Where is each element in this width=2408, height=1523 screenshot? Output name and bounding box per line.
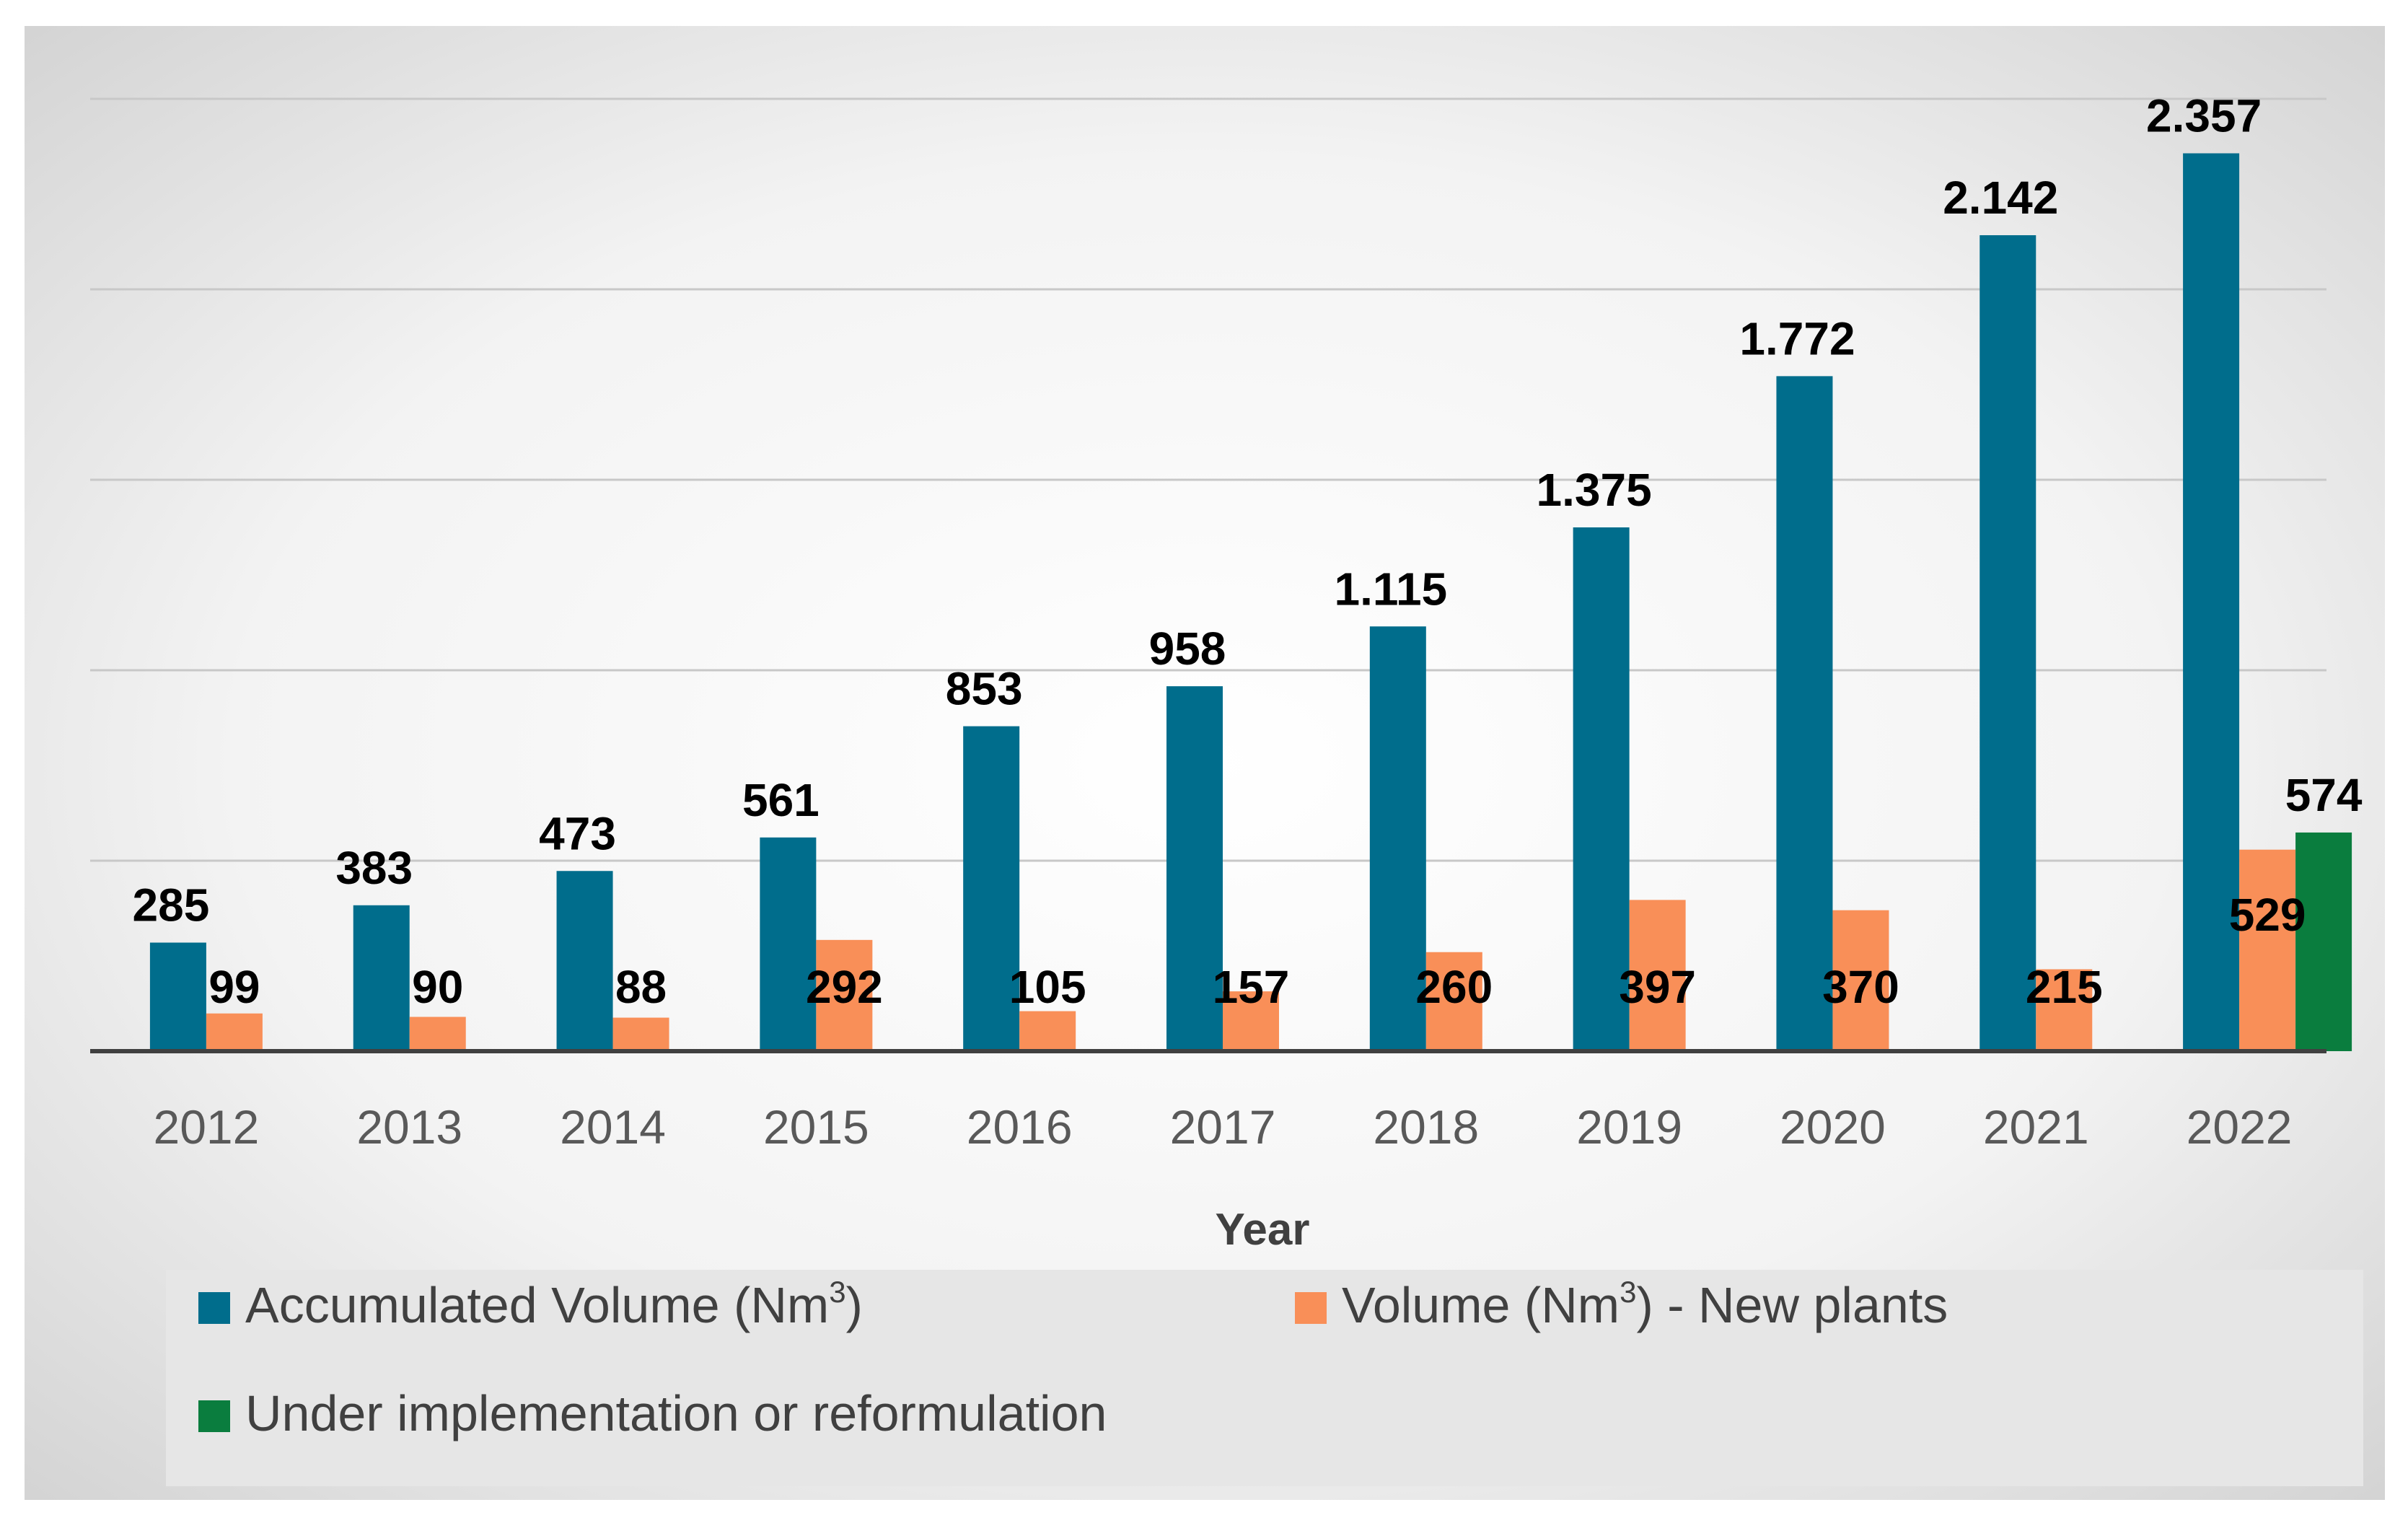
bar-accumulated-2020 xyxy=(1776,376,1833,1051)
label-new-plants-2020: 370 xyxy=(1822,961,1899,1013)
label-accumulated-2019: 1.375 xyxy=(1537,464,1652,516)
legend-background xyxy=(166,1270,2363,1486)
label-new-plants-2012: 99 xyxy=(208,961,260,1013)
label-accumulated-2017: 958 xyxy=(1149,623,1226,675)
bar-new-plants-2012 xyxy=(206,1013,263,1051)
x-tick-2012: 2012 xyxy=(153,1100,259,1154)
bar-accumulated-2018 xyxy=(1369,626,1426,1051)
bar-accumulated-2017 xyxy=(1166,686,1223,1051)
label-new-plants-2016: 105 xyxy=(1009,961,1086,1013)
label-accumulated-2014: 473 xyxy=(539,807,616,859)
label-accumulated-2022: 2.357 xyxy=(2146,90,2262,142)
bar-accumulated-2022 xyxy=(2183,153,2240,1051)
bar-new-plants-2016 xyxy=(1019,1011,1076,1051)
bar-under-implementation-2022 xyxy=(2295,832,2352,1051)
x-tick-2016: 2016 xyxy=(967,1100,1073,1154)
x-axis-title: Year xyxy=(1215,1205,1309,1255)
bar-new-plants-2017 xyxy=(1223,991,1279,1051)
label-new-plants-2017: 157 xyxy=(1213,961,1290,1013)
legend-label-0: Accumulated Volume (Nm3) xyxy=(245,1275,863,1333)
x-tick-2015: 2015 xyxy=(763,1100,869,1154)
bar-new-plants-2013 xyxy=(409,1017,466,1051)
x-tick-labels: 2012 2013 2014 2015 2016 2017 2018 2019 2020 2021… xyxy=(153,1100,2292,1154)
bar-accumulated-2021 xyxy=(1979,235,2036,1052)
label-accumulated-2016: 853 xyxy=(946,663,1023,715)
label-accumulated-2021: 2.142 xyxy=(1943,172,2058,224)
label-accumulated-2013: 383 xyxy=(335,842,413,894)
bars xyxy=(149,153,2352,1052)
x-tick-2021: 2021 xyxy=(1983,1100,2089,1154)
bar-new-plants-2014 xyxy=(612,1017,669,1051)
bar-new-plants-2015 xyxy=(816,939,873,1051)
bar-new-plants-2020 xyxy=(1832,910,1889,1051)
legend: Accumulated Volume (Nm3) Volume (Nm3) - N… xyxy=(198,1275,1948,1441)
bar-accumulated-2014 xyxy=(556,871,613,1051)
bar-new-plants-2021 xyxy=(2036,969,2093,1051)
label-new-plants-2013: 90 xyxy=(412,961,463,1013)
legend-label-1: Volume (Nm3) - New plants xyxy=(1342,1275,1948,1333)
bar-accumulated-2016 xyxy=(963,726,1020,1051)
legend-swatch-1 xyxy=(1295,1292,1327,1324)
bar-new-plants-2019 xyxy=(1629,900,1686,1051)
label-new-plants-2014: 88 xyxy=(615,961,667,1013)
label-new-plants-2022: 529 xyxy=(2229,889,2306,941)
x-tick-2019: 2019 xyxy=(1576,1100,1682,1154)
legend-swatch-0 xyxy=(198,1292,230,1324)
label-new-plants-2015: 292 xyxy=(806,961,883,1013)
label-accumulated-2018: 1.115 xyxy=(1335,563,1448,615)
label-new-plants-2021: 215 xyxy=(2026,961,2103,1013)
label-accumulated-2015: 561 xyxy=(742,774,819,826)
x-tick-2014: 2014 xyxy=(560,1100,666,1154)
bar-accumulated-2012 xyxy=(149,942,206,1051)
label-new-plants-2019: 397 xyxy=(1619,961,1696,1013)
x-tick-2013: 2013 xyxy=(356,1100,462,1154)
bar-new-plants-2018 xyxy=(1425,952,1482,1051)
x-tick-2017: 2017 xyxy=(1170,1100,1276,1154)
label-new-plants-2018: 260 xyxy=(1415,961,1493,1013)
label-accumulated-2012: 285 xyxy=(133,879,210,931)
bar-accumulated-2013 xyxy=(353,905,410,1051)
x-tick-2018: 2018 xyxy=(1373,1100,1479,1154)
label-accumulated-2020: 1.772 xyxy=(1739,312,1855,364)
bar-accumulated-2015 xyxy=(760,837,817,1051)
bar-accumulated-2019 xyxy=(1573,527,1630,1051)
x-tick-2020: 2020 xyxy=(1780,1100,1886,1154)
label-under-implementation-2022: 574 xyxy=(2285,769,2363,821)
value-labels: 285 99 383 90 473 88 561 292 853 105 958 157 1.115 26… xyxy=(133,90,2363,1013)
x-tick-2022: 2022 xyxy=(2187,1100,2293,1154)
legend-label-2: Under implementation or reformulation xyxy=(245,1385,1107,1441)
bar-new-plants-2022 xyxy=(2239,849,2296,1051)
legend-swatch-2 xyxy=(198,1400,230,1432)
